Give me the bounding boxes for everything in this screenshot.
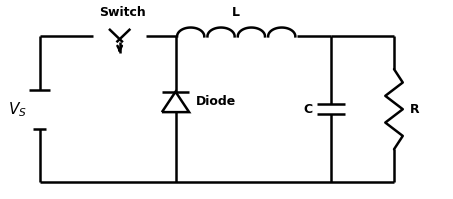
Text: C: C	[303, 103, 312, 116]
Text: R: R	[410, 103, 419, 116]
Text: Diode: Diode	[196, 96, 236, 108]
Text: L: L	[232, 6, 240, 19]
Text: Switch: Switch	[99, 6, 145, 19]
Text: V$_S$: V$_S$	[8, 100, 27, 119]
